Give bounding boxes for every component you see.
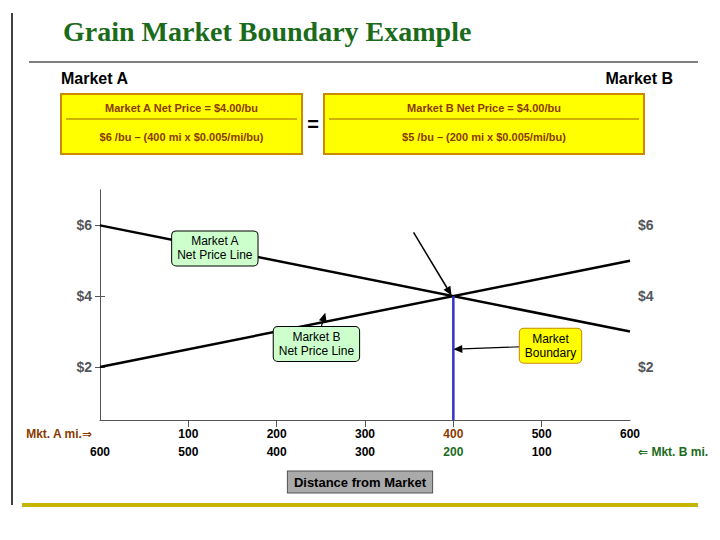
svg-text:$6 /bu – (400 mi x $0.005/mi/b: $6 /bu – (400 mi x $0.005/mi/bu)	[100, 131, 264, 143]
svg-text:600: 600	[620, 427, 640, 441]
svg-text:600: 600	[90, 445, 110, 459]
svg-text:400: 400	[443, 427, 463, 441]
svg-text:Boundary: Boundary	[525, 346, 576, 360]
svg-text:Net Price Line: Net Price Line	[177, 248, 253, 262]
svg-text:⇐ Mkt. B mi.: ⇐ Mkt. B mi.	[638, 445, 708, 459]
svg-text:$4: $4	[638, 288, 654, 304]
svg-text:Market A: Market A	[61, 70, 128, 87]
svg-text:Mkt. A mi.⇒: Mkt. A mi.⇒	[26, 427, 92, 441]
svg-text:$5 /bu – (200 mi x $0.005/mi/b: $5 /bu – (200 mi x $0.005/mi/bu)	[402, 131, 566, 143]
svg-text:Market B: Market B	[605, 70, 673, 87]
svg-text:Market A: Market A	[191, 234, 238, 248]
svg-text:400: 400	[267, 445, 287, 459]
svg-text:Net Price Line: Net Price Line	[279, 344, 355, 358]
svg-text:$6: $6	[76, 217, 92, 233]
svg-text:300: 300	[355, 445, 375, 459]
svg-text:$4: $4	[76, 288, 92, 304]
svg-text:=: =	[307, 113, 319, 135]
svg-text:Grain Market Boundary Example: Grain Market Boundary Example	[63, 16, 471, 47]
svg-text:Market B Net Price = $4.00/bu: Market B Net Price = $4.00/bu	[407, 102, 561, 114]
svg-text:Market: Market	[532, 332, 569, 346]
svg-text:500: 500	[178, 445, 198, 459]
svg-text:Market B: Market B	[292, 330, 340, 344]
svg-text:200: 200	[267, 427, 287, 441]
svg-text:Distance from Market: Distance from Market	[294, 475, 427, 490]
svg-text:200: 200	[443, 445, 463, 459]
svg-text:Market A Net Price = $4.00/bu: Market A Net Price = $4.00/bu	[105, 102, 258, 114]
svg-text:300: 300	[355, 427, 375, 441]
svg-text:$2: $2	[76, 359, 92, 375]
svg-text:100: 100	[178, 427, 198, 441]
svg-text:500: 500	[532, 427, 552, 441]
svg-text:100: 100	[532, 445, 552, 459]
svg-text:$6: $6	[638, 217, 654, 233]
svg-text:$2: $2	[638, 359, 654, 375]
